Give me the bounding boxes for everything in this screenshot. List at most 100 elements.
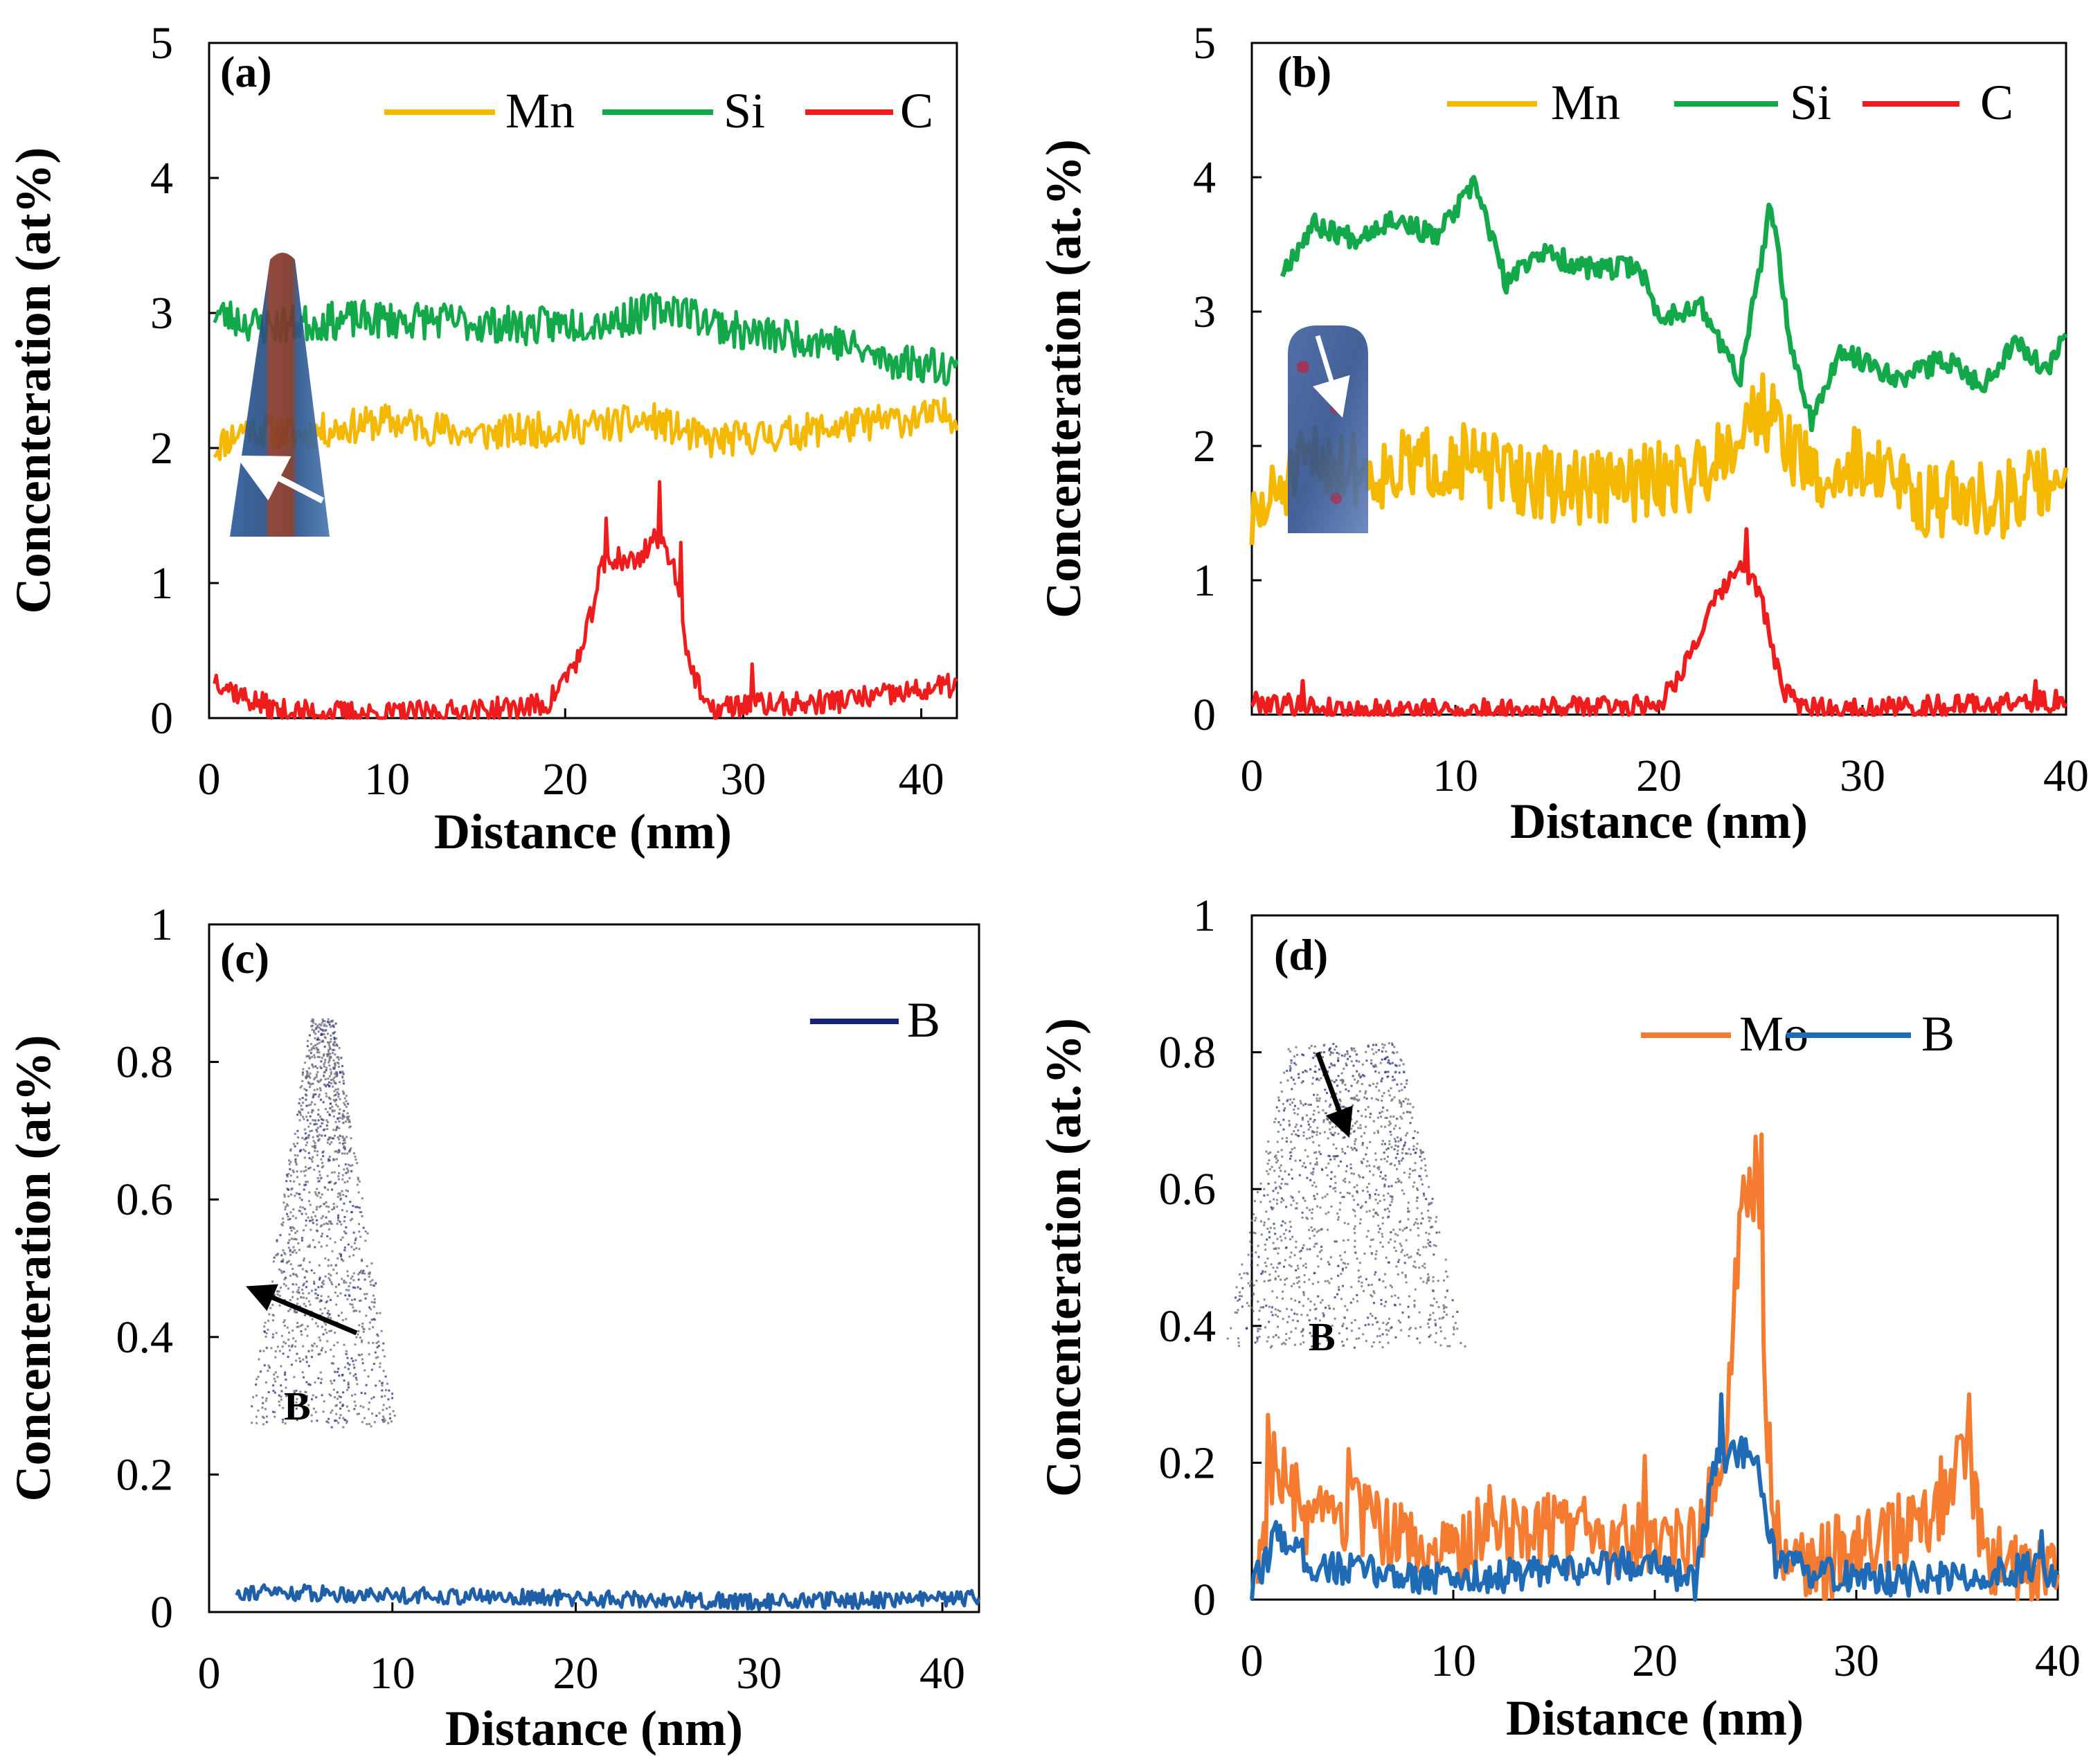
atom-dot <box>1340 1196 1343 1199</box>
atom-dot <box>298 1183 301 1185</box>
atom-dot <box>312 1093 315 1095</box>
atom-dot <box>1454 1322 1457 1325</box>
atom-dot <box>376 1312 378 1314</box>
y-tick-label: 0.4 <box>1159 1301 1217 1352</box>
atom-dot <box>1316 1097 1318 1100</box>
atom-dot <box>294 1145 296 1147</box>
atom-dot <box>1269 1279 1271 1282</box>
atom-dot <box>1338 1286 1340 1289</box>
atom-dot <box>293 1237 296 1240</box>
atom-dot <box>305 1165 307 1168</box>
atom-dot <box>1280 1278 1282 1281</box>
atom-dot <box>287 1159 290 1162</box>
atom-dot <box>1256 1336 1259 1339</box>
atom-dot <box>1290 1151 1293 1154</box>
atom-dot <box>1264 1249 1267 1251</box>
atom-dot <box>361 1339 364 1342</box>
atom-dot <box>334 1075 337 1078</box>
atom-dot <box>320 1381 322 1384</box>
legend-label-c: C <box>1980 75 2013 130</box>
atom-dot <box>263 1325 266 1328</box>
atom-dot <box>285 1180 288 1183</box>
atom-dot <box>1253 1293 1255 1296</box>
atom-dot <box>321 1161 323 1164</box>
atom-dot <box>1423 1194 1426 1197</box>
atom-dot <box>383 1417 386 1420</box>
atom-dot <box>1309 1332 1311 1334</box>
atom-dot <box>1392 1052 1395 1055</box>
atom-dot <box>341 1113 344 1116</box>
atom-dot <box>327 1018 330 1021</box>
atom-dot <box>293 1310 296 1312</box>
atom-dot <box>1306 1314 1309 1316</box>
atom-dot <box>1298 1280 1300 1282</box>
atom-dot <box>342 1194 345 1197</box>
atom-dot <box>307 1292 310 1295</box>
atom-dot <box>1384 1286 1387 1289</box>
atom-dot <box>1301 1118 1304 1121</box>
atom-dot <box>1325 1166 1327 1169</box>
atom-dot <box>1376 1116 1379 1119</box>
atom-dot <box>1312 1057 1315 1059</box>
atom-dot <box>1319 1153 1322 1156</box>
atom-dot <box>1367 1230 1370 1233</box>
atom-dot <box>337 1422 340 1424</box>
atom-dot <box>343 1091 345 1094</box>
atom-dot <box>1388 1120 1391 1123</box>
atom-dot <box>1412 1145 1415 1147</box>
atom-dot <box>343 1230 345 1233</box>
atom-dot <box>1391 1044 1394 1046</box>
atom-dot <box>317 1191 320 1194</box>
atom-dot <box>1294 1207 1297 1210</box>
atom-dot <box>290 1193 292 1196</box>
atom-dot <box>341 1065 343 1068</box>
atom-dot <box>291 1226 294 1228</box>
atom-dot <box>326 1111 329 1113</box>
atom-dot <box>316 1325 319 1327</box>
atom-dot <box>1297 1267 1300 1270</box>
atom-dot <box>1379 1241 1382 1244</box>
atom-dot <box>1273 1156 1276 1158</box>
atom-dot <box>1359 1276 1362 1278</box>
atom-dot <box>1362 1333 1365 1336</box>
atom-dot <box>1332 1187 1335 1190</box>
atom-dot <box>314 1142 316 1145</box>
atom-dot <box>1434 1322 1437 1325</box>
atom-dot <box>1384 1179 1387 1181</box>
atom-dot <box>1341 1269 1344 1272</box>
x-tick-label: 10 <box>1430 1636 1476 1686</box>
atom-dot <box>362 1406 365 1408</box>
atom-dot <box>326 1128 329 1130</box>
atom-dot <box>382 1370 385 1372</box>
atom-dot <box>261 1406 264 1409</box>
atom-dot <box>350 1357 353 1360</box>
atom-dot <box>1305 1138 1308 1140</box>
atom-dot <box>1254 1341 1257 1344</box>
atom-dot <box>1318 1150 1320 1153</box>
atom-dot <box>348 1289 350 1291</box>
atom-dot <box>368 1341 370 1344</box>
atom-dot <box>1392 1075 1394 1078</box>
atom-dot <box>357 1191 360 1194</box>
atom-dot <box>1343 1196 1345 1199</box>
atom-dot <box>303 1376 305 1379</box>
atom-dot <box>373 1298 376 1300</box>
atom-dot <box>1329 1053 1331 1056</box>
atom-dot <box>278 1290 280 1293</box>
atom-dot <box>1456 1311 1459 1313</box>
atom-dot <box>1392 1228 1395 1231</box>
atom-dot <box>333 1379 336 1382</box>
atom-dot <box>1460 1342 1462 1344</box>
atom-dot <box>1274 1233 1277 1235</box>
atom-dot <box>1246 1302 1248 1305</box>
atom-dot <box>1379 1278 1381 1281</box>
atom-dot <box>1328 1282 1331 1285</box>
atom-dot <box>336 1125 339 1128</box>
atom-dot <box>343 1097 346 1100</box>
atom-dot <box>1427 1242 1430 1245</box>
atom-dot <box>283 1325 286 1327</box>
atom-dot <box>1429 1226 1432 1229</box>
atom-dot <box>291 1344 294 1347</box>
atom-dot <box>360 1211 363 1213</box>
